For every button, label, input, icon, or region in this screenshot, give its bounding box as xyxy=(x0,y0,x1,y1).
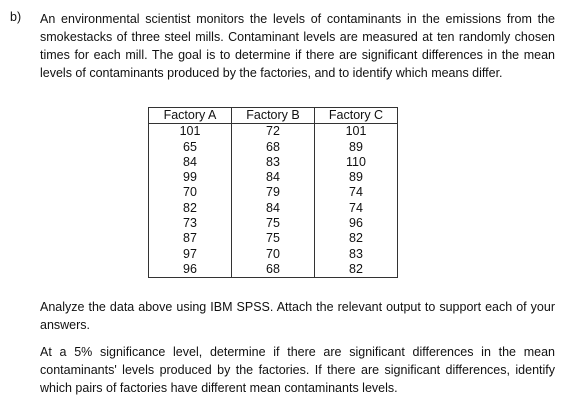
table-cell: 89 xyxy=(314,139,398,155)
table-cell: 73 xyxy=(148,216,232,232)
table-cell: 96 xyxy=(314,216,398,232)
table-cell: 96 xyxy=(148,261,232,279)
table-cell: 70 xyxy=(231,246,315,262)
question-label: b) xyxy=(10,10,22,24)
table-cell: 72 xyxy=(231,123,315,140)
table-cell: 101 xyxy=(314,123,398,140)
table-row: 70 79 74 xyxy=(148,185,398,201)
question-intro: An environmental scientist monitors the … xyxy=(40,12,555,80)
table-row: 84 83 110 xyxy=(148,154,398,171)
table-cell: 83 xyxy=(314,246,398,262)
data-table: Factory A Factory B Factory C 101 72 101 65 68… xyxy=(148,106,398,279)
table-cell: 87 xyxy=(148,231,232,247)
table-cell: 82 xyxy=(314,261,398,279)
table-cell: 68 xyxy=(231,261,315,279)
table-cell: 83 xyxy=(231,154,315,171)
column-header: Factory A xyxy=(148,106,232,125)
table-cell: 101 xyxy=(148,123,232,140)
table-cell: 97 xyxy=(148,246,232,262)
table-cell: 84 xyxy=(231,200,315,217)
table-body: 101 72 101 65 68 89 84 83 110 99 84 89 70 79 74 82 84 74 7… xyxy=(148,123,398,279)
table-row: 96 68 82 xyxy=(148,261,398,279)
table-row: 87 75 82 xyxy=(148,231,398,247)
table-cell: 65 xyxy=(148,139,232,155)
table-cell: 82 xyxy=(314,231,398,247)
table-cell: 84 xyxy=(231,170,315,186)
table-cell: 110 xyxy=(314,154,398,171)
table-row: 99 84 89 xyxy=(148,170,398,186)
table-cell: 82 xyxy=(148,200,232,217)
table-cell: 79 xyxy=(231,185,315,201)
table-row: 65 68 89 xyxy=(148,139,398,155)
table-cell: 75 xyxy=(231,216,315,232)
table-cell: 84 xyxy=(148,154,232,171)
table-cell: 70 xyxy=(148,185,232,201)
table-cell: 74 xyxy=(314,200,398,217)
table-cell: 99 xyxy=(148,170,232,186)
instruction: Analyze the data above using IBM SPSS. A… xyxy=(40,300,555,332)
table-cell: 74 xyxy=(314,185,398,201)
table-row: 82 84 74 xyxy=(148,200,398,217)
column-header: Factory B xyxy=(231,106,315,125)
column-header: Factory C xyxy=(314,106,398,125)
instruction: At a 5% significance level, determine if… xyxy=(40,345,555,395)
table-row: 101 72 101 xyxy=(148,123,398,140)
table-cell: 89 xyxy=(314,170,398,186)
header-row: Factory A Factory B Factory C xyxy=(148,106,398,125)
table-cell: 68 xyxy=(231,139,315,155)
table-row: 73 75 96 xyxy=(148,216,398,232)
table-cell: 75 xyxy=(231,231,315,247)
table-row: 97 70 83 xyxy=(148,246,398,262)
